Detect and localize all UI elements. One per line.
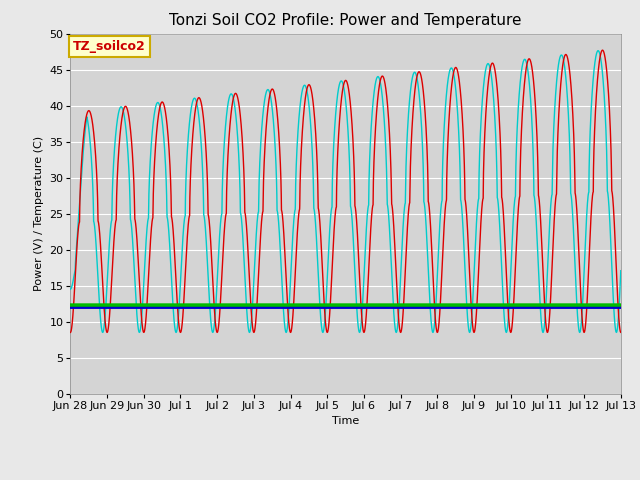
Y-axis label: Power (V) / Temperature (C): Power (V) / Temperature (C) bbox=[34, 136, 44, 291]
Text: TZ_soilco2: TZ_soilco2 bbox=[73, 40, 146, 53]
X-axis label: Time: Time bbox=[332, 416, 359, 426]
Title: Tonzi Soil CO2 Profile: Power and Temperature: Tonzi Soil CO2 Profile: Power and Temper… bbox=[170, 13, 522, 28]
Legend: CR23X Temperature, CR23X Voltage, CR10X Voltage, CR10X Temperature: CR23X Temperature, CR23X Voltage, CR10X … bbox=[78, 477, 613, 480]
